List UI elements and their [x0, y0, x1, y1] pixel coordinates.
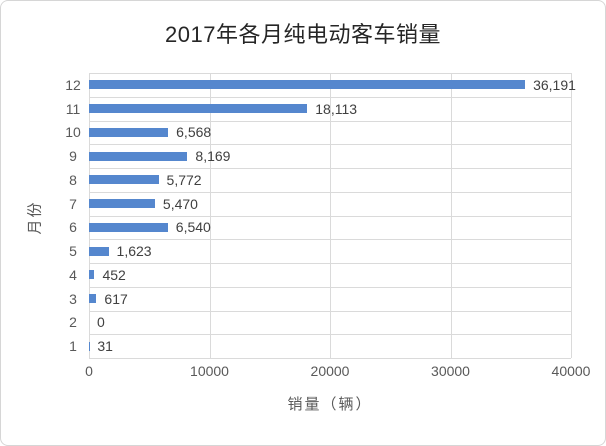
y-tick-label: 11 [65, 100, 81, 117]
category-row: 1,623 [89, 239, 571, 263]
gridline-horizontal [89, 239, 571, 241]
gridline-horizontal [89, 73, 571, 74]
y-tick-label: 4 [69, 266, 77, 283]
bar-value-label: 1,623 [116, 243, 152, 260]
x-tick-label: 20000 [310, 363, 350, 379]
category-row: 617 [89, 287, 571, 311]
bar [89, 104, 308, 114]
category-row: 6,540 [89, 216, 571, 240]
bar [89, 151, 188, 161]
category-row: 31 [89, 334, 571, 358]
bar [89, 294, 97, 304]
y-tick-label: 10 [65, 124, 81, 141]
y-tick-label: 9 [69, 148, 77, 165]
bar-value-label: 617 [104, 290, 128, 307]
y-axis-tick-labels: 12 11 10 9 8 7 6 5 4 3 2 1 [57, 73, 89, 358]
category-row: 6,568 [89, 121, 571, 145]
bar-value-label: 31 [97, 338, 113, 355]
gridline-horizontal [89, 120, 571, 122]
y-tick-label: 12 [65, 76, 81, 93]
x-tick-label: 40000 [551, 363, 591, 379]
category-row: 0 [89, 311, 571, 335]
bar-value-label: 6,540 [175, 219, 211, 236]
y-tick-label: 3 [69, 290, 77, 307]
y-tick-label: 5 [69, 243, 77, 260]
plot-area: 36,191 18,113 6,568 8,169 5,772 5,470 6,540 1,6… [89, 73, 576, 359]
category-row: 5,772 [89, 168, 571, 192]
bar-value-label: 0 [97, 314, 105, 331]
x-axis-tick-labels: 0 10000 20000 30000 40000 [1, 363, 605, 381]
gridline-vertical [571, 73, 572, 358]
gridline-horizontal [89, 168, 571, 169]
y-tick-label: 2 [69, 314, 77, 331]
bar-value-label: 6,568 [176, 124, 212, 141]
bar-value-label: 452 [102, 266, 126, 283]
gridline-horizontal [89, 96, 571, 98]
gridline-horizontal [89, 358, 571, 359]
bar-value-label: 36,191 [533, 76, 576, 93]
bar [89, 199, 155, 209]
x-tick-label: 10000 [190, 363, 229, 379]
y-tick-label: 6 [69, 219, 77, 236]
bar [89, 222, 168, 232]
bar-value-label: 5,772 [166, 171, 202, 188]
y-tick-label: 8 [69, 171, 77, 188]
bar-value-label: 5,470 [162, 195, 198, 212]
category-row: 5,470 [89, 192, 571, 216]
gridline-horizontal [89, 215, 571, 217]
category-row: 8,169 [89, 144, 571, 168]
gridline-horizontal [89, 144, 571, 146]
category-row: 36,191 [89, 73, 576, 97]
category-row: 18,113 [89, 97, 571, 121]
category-row: 452 [89, 263, 571, 287]
y-tick-label: 7 [69, 195, 77, 212]
chart-title: 2017年各月纯电动客车销量 [165, 22, 441, 47]
bar-value-label: 18,113 [315, 100, 358, 117]
bar [89, 80, 526, 90]
bar [89, 246, 109, 256]
y-axis-title: 月份 [26, 200, 44, 235]
gridline-horizontal [89, 191, 571, 193]
gridline-horizontal [89, 310, 571, 312]
gridline-horizontal [89, 286, 571, 288]
x-tick-label: 30000 [431, 363, 470, 379]
bar [89, 270, 95, 280]
y-tick-label: 1 [69, 338, 77, 355]
x-tick-label: 0 [85, 363, 93, 379]
bar [89, 175, 159, 185]
bar [89, 127, 169, 137]
gridline-horizontal [89, 263, 571, 264]
bar-value-label: 8,169 [195, 148, 231, 165]
gridline-horizontal [89, 334, 571, 336]
x-axis-title: 销量（辆） [287, 396, 373, 413]
